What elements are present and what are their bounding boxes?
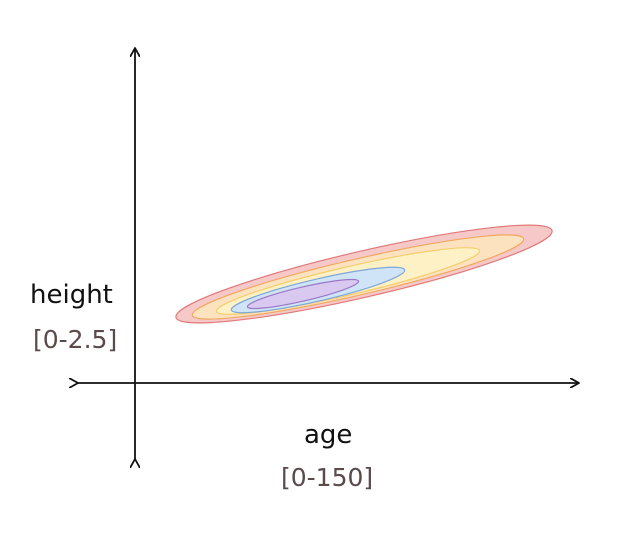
y-axis-range: [0-2.5] (33, 325, 118, 354)
contour-group (175, 224, 553, 324)
x-axis-range: [0-150] (281, 463, 374, 492)
y-axis-label: height (30, 280, 113, 310)
x-axis-label: age (304, 420, 353, 450)
contour-level-5 (246, 278, 360, 310)
